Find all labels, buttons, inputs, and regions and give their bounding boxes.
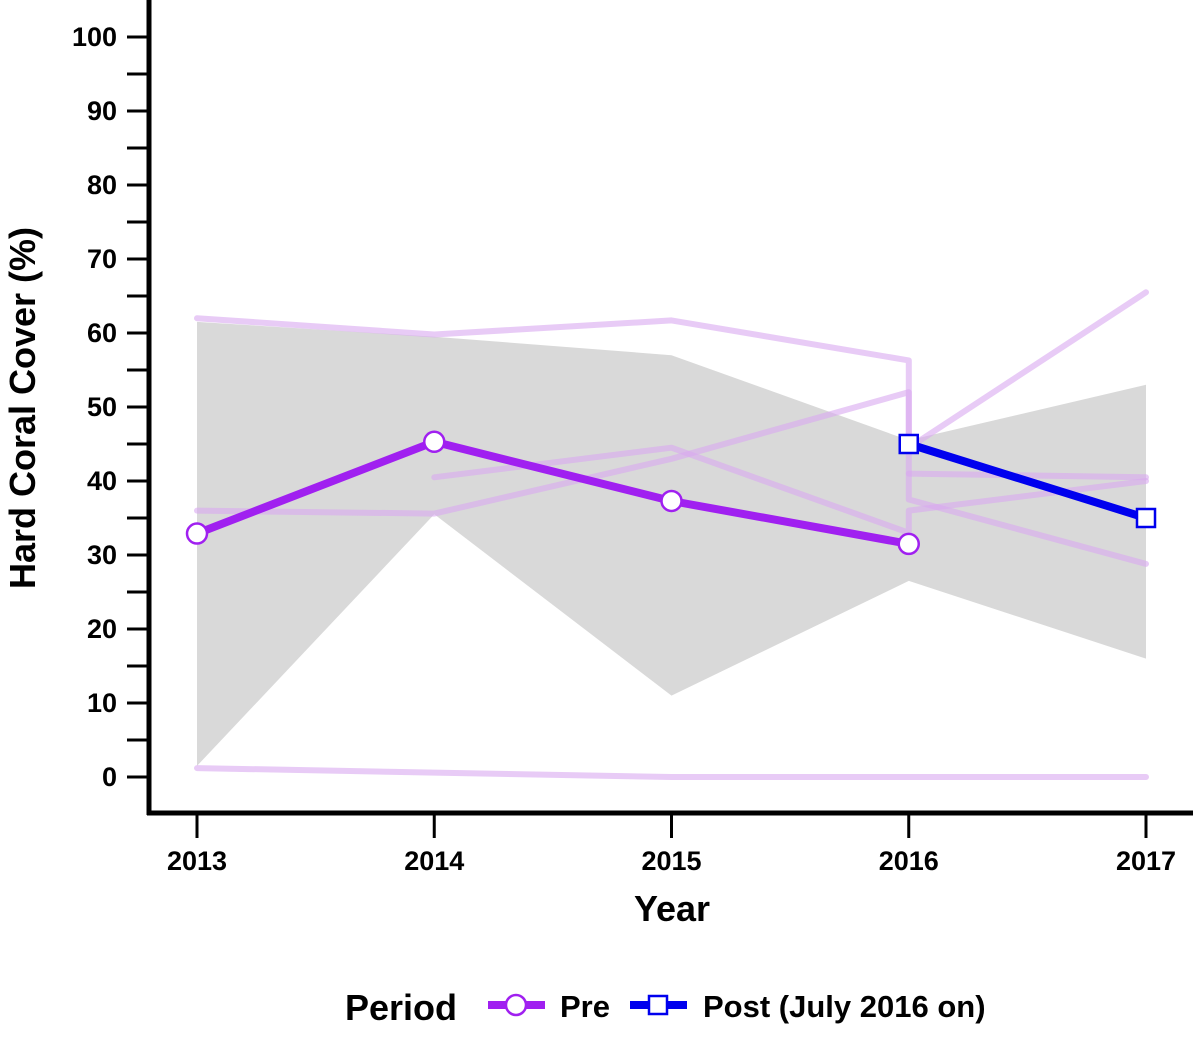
x-tick-label-2014: 2014	[404, 846, 464, 876]
legend-label-post: Post (July 2016 on)	[703, 989, 986, 1024]
axes-layer: 0 10 20 30 40 50 60 70 80 90 100 2013 2014 2015 2016 20…	[72, 0, 1193, 876]
point-pre-3	[660, 489, 683, 513]
legend-key-post	[630, 994, 687, 1016]
site-line-4	[905, 470, 1149, 481]
x-tick-label-2016: 2016	[879, 846, 939, 876]
x-tick-label-2017: 2017	[1116, 846, 1176, 876]
legend-title: Period	[345, 987, 457, 1028]
y-tick-label-80: 80	[87, 170, 117, 200]
y-tick-label-100: 100	[72, 22, 117, 52]
point-post-2	[1135, 507, 1157, 529]
y-tick-label-50: 50	[87, 392, 117, 422]
series-layer	[185, 430, 1157, 556]
point-pre-1	[185, 522, 209, 545]
y-axis-title: Hard Coral Cover (%)	[2, 227, 43, 589]
x-axis-title: Year	[634, 888, 710, 929]
legend-marker-post	[647, 994, 669, 1016]
series-line-post	[907, 440, 1148, 522]
legend-marker-pre	[504, 993, 528, 1017]
site-line-1	[194, 289, 1149, 451]
site-line-2	[194, 389, 1149, 567]
y-tick-label-90: 90	[87, 96, 117, 126]
legend-key-pre	[488, 993, 545, 1017]
y-tick-label-0: 0	[102, 762, 117, 792]
site-line-5	[194, 765, 1149, 780]
x-tick-label-2013: 2013	[167, 846, 227, 876]
y-tick-label-60: 60	[87, 318, 117, 348]
y-tick-label-70: 70	[87, 244, 117, 274]
y-tick-label-30: 30	[87, 540, 117, 570]
point-pre-2	[423, 430, 446, 454]
y-tick-label-40: 40	[87, 466, 117, 496]
point-post-1	[898, 433, 919, 455]
legend-label-pre: Pre	[560, 989, 610, 1024]
x-tick-label-2015: 2015	[641, 846, 701, 876]
y-tick-label-20: 20	[87, 614, 117, 644]
series-line-pre	[195, 437, 910, 548]
point-pre-4	[897, 532, 920, 556]
legend: Period Pre Post (July 2016 on)	[345, 987, 986, 1028]
y-tick-label-10: 10	[87, 688, 117, 718]
